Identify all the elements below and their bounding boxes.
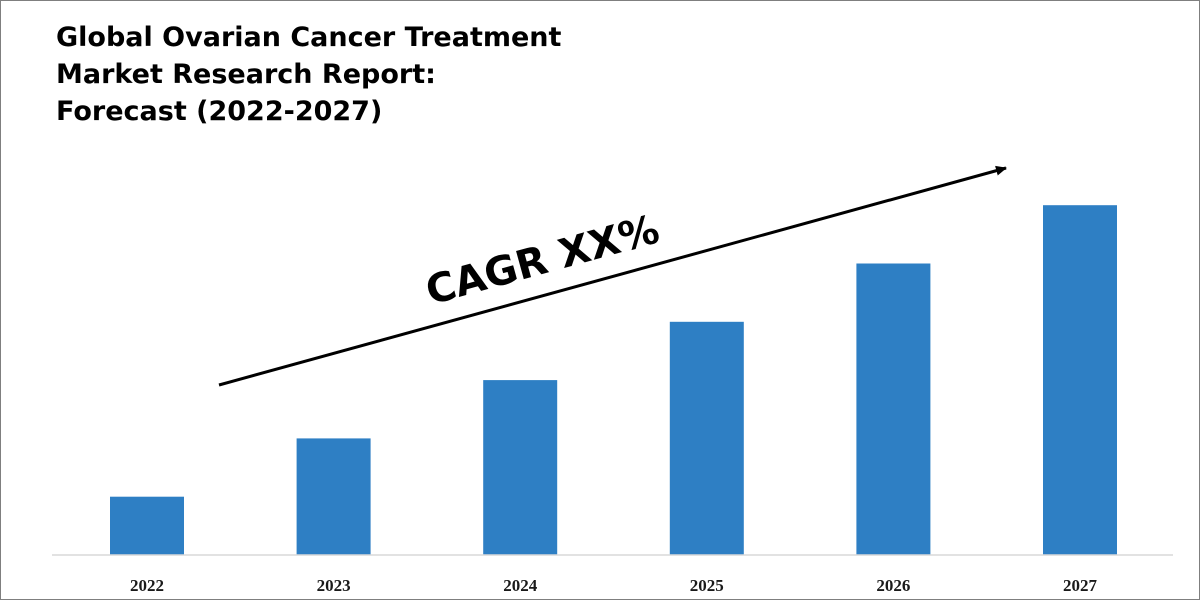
x-tick-label-2026: 2026 bbox=[876, 576, 910, 595]
x-tick-labels: 2022 2023 2024 2025 2026 2027 bbox=[130, 576, 1098, 595]
x-tick-label-2022: 2022 bbox=[130, 576, 164, 595]
x-tick-label-2027: 2027 bbox=[1063, 576, 1098, 595]
trend-arrow bbox=[218, 165, 1007, 387]
bar-2022 bbox=[110, 496, 184, 555]
x-tick-label-2024: 2024 bbox=[503, 576, 538, 595]
x-tick-label-2025: 2025 bbox=[690, 576, 724, 595]
bar-2027 bbox=[1043, 205, 1117, 555]
chart-title-line-1: Global Ovarian Cancer Treatment bbox=[56, 22, 562, 53]
bars-layer bbox=[110, 205, 1117, 555]
bar-2025 bbox=[669, 321, 744, 555]
x-tick-label-2023: 2023 bbox=[317, 576, 351, 595]
bar-2024 bbox=[483, 380, 558, 555]
cagr-annotation: CAGR XX% bbox=[421, 206, 664, 314]
bar-2023 bbox=[296, 438, 371, 555]
bar-2026 bbox=[856, 263, 931, 555]
chart-title: Global Ovarian Cancer Treatment Market R… bbox=[56, 19, 561, 130]
chart-title-line-3: Forecast (2022-2027) bbox=[56, 96, 383, 127]
chart-title-line-2: Market Research Report: bbox=[56, 59, 436, 90]
